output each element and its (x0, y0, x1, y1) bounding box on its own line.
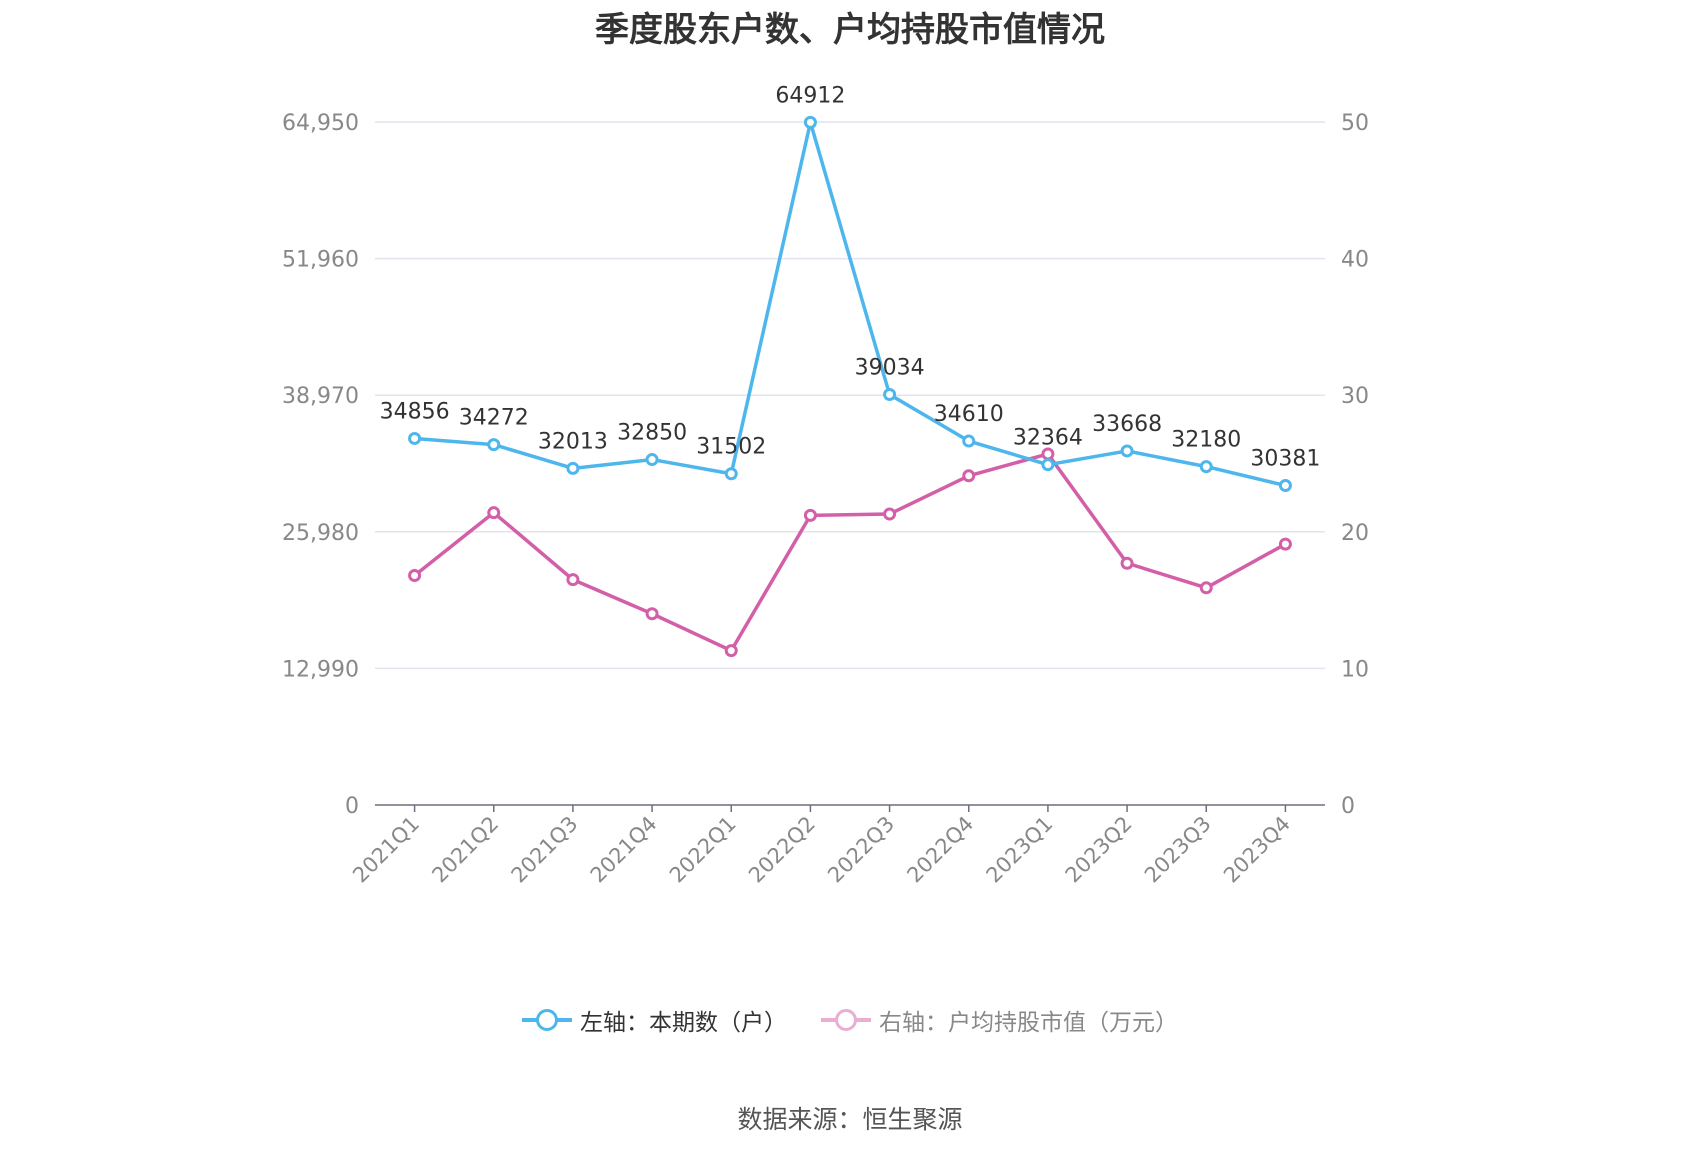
x-axis-tick-label: 2023Q4 (1219, 812, 1295, 888)
data-label: 34856 (380, 399, 450, 424)
point-left-series (1278, 479, 1292, 493)
left-axis-tick-label: 0 (345, 794, 359, 819)
point-right-series (566, 573, 580, 587)
point-left-series (803, 115, 817, 129)
point-left-series (1041, 458, 1055, 472)
line-left-series (414, 120, 1286, 488)
left-axis-tick-label: 51,960 (282, 248, 359, 273)
right-axis-tick-label: 40 (1341, 248, 1369, 273)
x-axis-tick-label: 2021Q3 (507, 812, 583, 888)
point-left-series (566, 461, 580, 475)
left-axis-tick-label: 12,990 (282, 657, 359, 682)
x-axis-tick-label: 2022Q2 (744, 812, 820, 888)
axes: 0 12,990 25,980 38,970 51,960 64,950 0 10 20 30 40… (282, 111, 1369, 887)
point-right-series (408, 569, 422, 583)
data-label: 64912 (775, 83, 845, 108)
x-axis-tick-label: 2023Q3 (1140, 812, 1216, 888)
point-right-series (724, 644, 738, 658)
left-axis-tick-label: 38,970 (282, 384, 359, 409)
data-label: 34272 (459, 406, 529, 431)
right-axis-tick-label: 20 (1341, 521, 1369, 546)
point-left-series (487, 438, 501, 452)
x-axis-tick-label: 2022Q3 (823, 812, 899, 888)
point-right-series (962, 469, 976, 483)
series (408, 115, 1292, 658)
point-left-series (645, 453, 659, 467)
point-right-series (1199, 581, 1213, 595)
point-left-series (962, 434, 976, 448)
x-axis-tick-label: 2023Q1 (982, 812, 1058, 888)
x-axis-tick-label: 2023Q2 (1061, 812, 1137, 888)
point-right-series (1120, 556, 1134, 570)
data-label: 32180 (1171, 428, 1241, 453)
x-axis-tick-label: 2022Q4 (902, 812, 978, 888)
x-axis-tick-label: 2022Q1 (665, 812, 741, 888)
x-axis-tick-label: 2021Q4 (586, 812, 662, 888)
legend-swatch-right-icon (821, 1008, 871, 1032)
point-right-series (487, 506, 501, 520)
right-axis-tick-label: 0 (1341, 794, 1355, 819)
data-label: 39034 (855, 356, 925, 381)
x-axis-tick-label: 2021Q1 (348, 812, 424, 888)
grid-lines (375, 121, 1325, 670)
point-left-series (1199, 460, 1213, 474)
point-left-series (408, 431, 422, 445)
point-left-series (724, 467, 738, 481)
data-label: 32850 (617, 421, 687, 446)
data-label: 34610 (934, 402, 1004, 427)
data-label: 33668 (1092, 412, 1162, 437)
legend-label-left: 左轴：本期数（户） (580, 1010, 787, 1036)
left-axis-tick-label: 25,980 (282, 521, 359, 546)
left-axis-tick-label: 64,950 (282, 111, 359, 136)
right-axis-tick-label: 30 (1341, 384, 1369, 409)
data-source: 数据来源：恒生聚源 (737, 1105, 963, 1134)
data-label: 30381 (1250, 447, 1320, 472)
data-label: 31502 (696, 435, 766, 460)
right-axis-tick-label: 50 (1341, 111, 1369, 136)
data-label: 32013 (538, 429, 608, 454)
point-right-series (1278, 537, 1292, 551)
line-right-series (413, 452, 1287, 653)
right-axis-tick-label: 10 (1341, 657, 1369, 682)
legend-label-right: 右轴：户均持股市值（万元） (879, 1010, 1178, 1036)
legend: 左轴：本期数（户） 右轴：户均持股市值（万元） (0, 1003, 1700, 1037)
point-right-series (803, 508, 817, 522)
point-left-series (883, 388, 897, 402)
data-label: 32364 (1013, 426, 1083, 451)
point-left-series (1120, 444, 1134, 458)
point-right-series (883, 507, 897, 521)
data-labels: 34856 34272 32013 32850 31502 64912 39034 34610… (380, 83, 1321, 471)
x-axis-tick-label: 2021Q2 (427, 812, 503, 888)
legend-dot (835, 1009, 857, 1031)
legend-swatch-left-icon (522, 1008, 572, 1032)
legend-dot (536, 1009, 558, 1031)
chart-title: 季度股东户数、户均持股市值情况 (595, 10, 1105, 50)
point-right-series (645, 607, 659, 621)
legend-item-left[interactable]: 左轴：本期数（户） (522, 1003, 787, 1037)
legend-item-right[interactable]: 右轴：户均持股市值（万元） (821, 1003, 1178, 1037)
